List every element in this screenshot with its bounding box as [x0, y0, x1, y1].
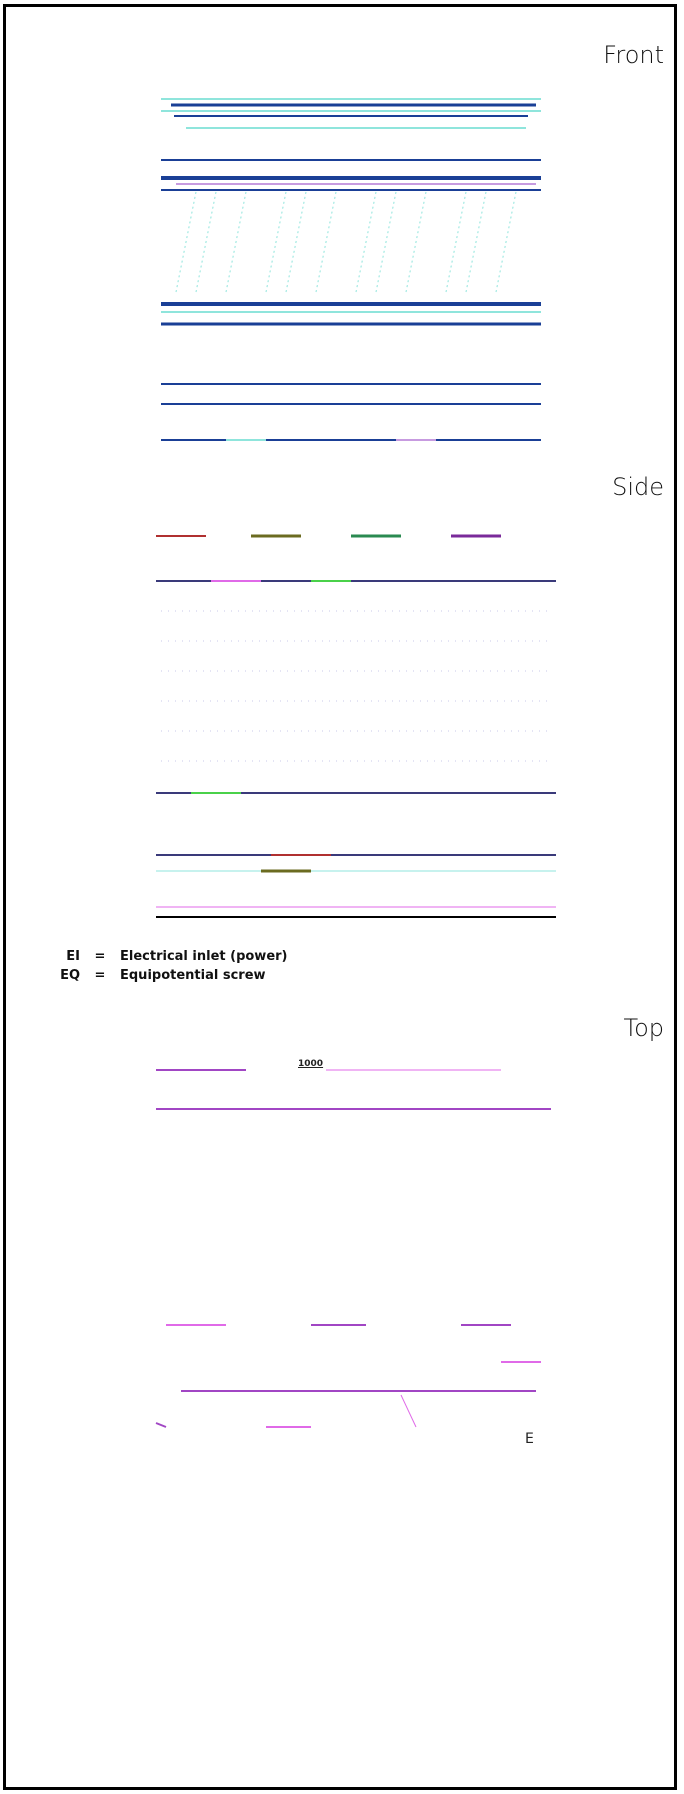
- legend-separator: =: [80, 966, 120, 985]
- corner-letter: E: [525, 1431, 534, 1447]
- legend-row: EQ = Equipotential screw: [46, 966, 287, 985]
- front-top-rails: [161, 99, 541, 190]
- front-view-drawing: [156, 92, 546, 452]
- side-bottom-rails: [156, 793, 556, 917]
- top-view-title: Top: [624, 1014, 665, 1042]
- side-view-drawing: [151, 531, 561, 921]
- legend-row: EI = Electrical inlet (power): [46, 947, 287, 966]
- top-view-drawing: [151, 1065, 561, 1445]
- front-mid-rails: [161, 304, 541, 440]
- side-top-rails: [156, 536, 556, 581]
- legend-abbr: EI: [46, 947, 80, 966]
- legend-text: Equipotential screw: [120, 966, 266, 985]
- legend: EI = Electrical inlet (power) EQ = Equip…: [46, 947, 287, 985]
- front-view-title: Front: [603, 41, 664, 69]
- top-rails: [156, 1070, 551, 1109]
- drawing-sheet-frame: Front: [3, 4, 677, 1790]
- top-lower-rails: [156, 1325, 541, 1427]
- side-fill-dots: [161, 611, 551, 761]
- side-view-title: Side: [612, 473, 664, 501]
- legend-text: Electrical inlet (power): [120, 947, 287, 966]
- legend-separator: =: [80, 947, 120, 966]
- legend-abbr: EQ: [46, 966, 80, 985]
- front-vertical-panels: [176, 192, 516, 292]
